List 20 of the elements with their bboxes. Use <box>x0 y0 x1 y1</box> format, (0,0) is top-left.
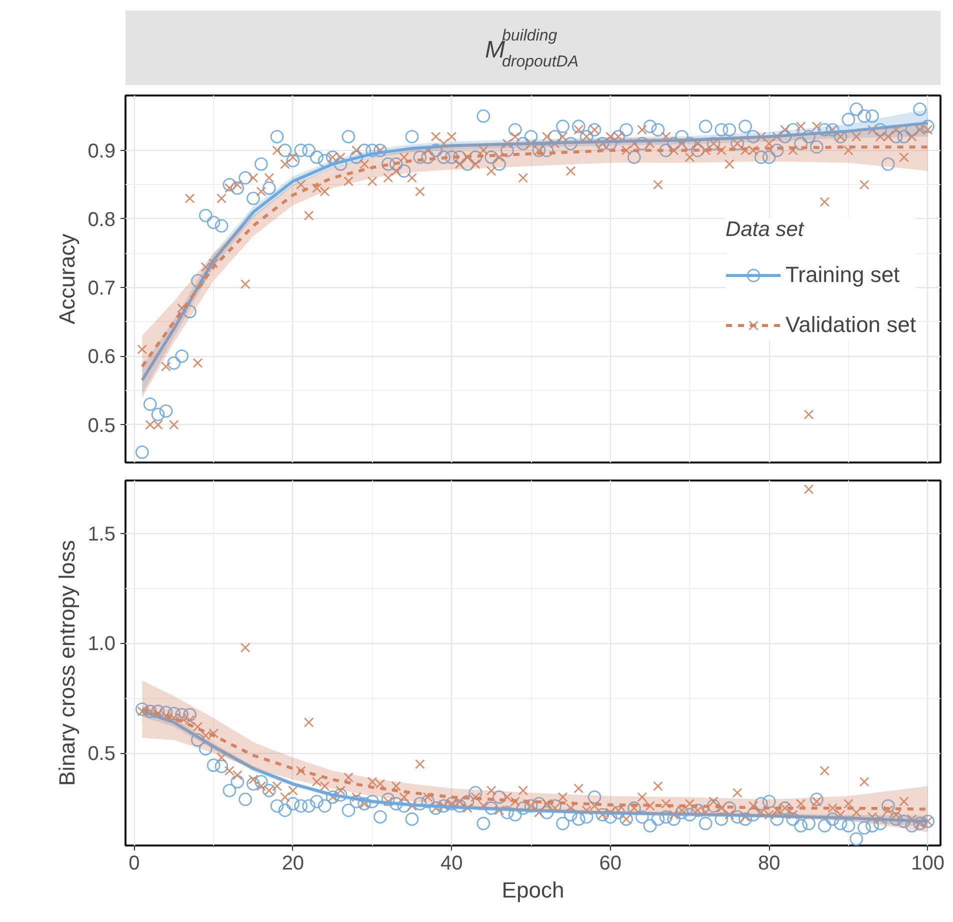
x-axis-title: Epoch <box>502 878 564 902</box>
x-tick-label: 100 <box>911 852 944 874</box>
y-tick-label: 0.6 <box>88 346 116 368</box>
y-axis-title: Accuracy <box>54 234 80 324</box>
x-tick-label: 0 <box>128 852 140 874</box>
y-axis-title: Binary cross entropy loss <box>54 540 80 786</box>
y-tick-label: 0.7 <box>88 278 116 300</box>
y-tick-label: 0.9 <box>88 140 116 162</box>
legend-label: Validation set <box>786 312 916 338</box>
y-tick-label: 0.8 <box>88 208 116 231</box>
x-tick-label: 20 <box>282 852 304 874</box>
x-tick-label: 80 <box>758 852 780 874</box>
x-tick-label: 60 <box>599 852 622 874</box>
y-tick-label: 1.5 <box>88 523 116 546</box>
legend-label: Training set <box>786 262 900 288</box>
y-tick-label: 0.5 <box>88 743 116 766</box>
x-tick-label: 40 <box>440 852 463 874</box>
legend-title: Data set <box>726 218 806 242</box>
y-tick-label: 0.5 <box>88 414 116 437</box>
y-tick-label: 1.0 <box>88 633 116 656</box>
